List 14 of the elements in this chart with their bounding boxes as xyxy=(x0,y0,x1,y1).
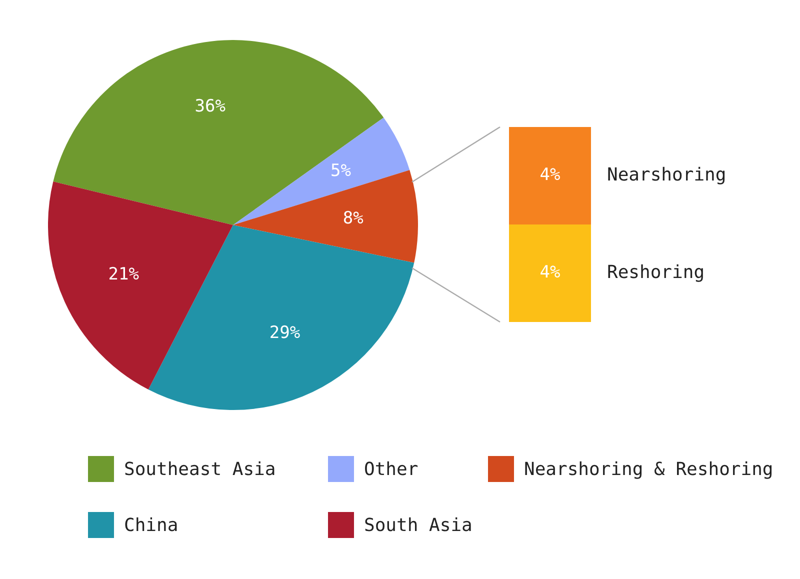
legend-label: Nearshoring & Reshoring xyxy=(524,458,774,480)
legend-label: Other xyxy=(364,458,418,480)
data-label: 21% xyxy=(108,264,140,284)
data-label: 29% xyxy=(269,322,300,343)
data-label: 8% xyxy=(342,208,364,229)
legend-label: China xyxy=(124,514,178,536)
series-label: Nearshoring xyxy=(607,164,726,186)
series-label: Reshoring xyxy=(607,262,705,283)
legend-label: Southeast Asia xyxy=(124,458,276,480)
data-label: 36% xyxy=(194,96,226,116)
legend-label: South Asia xyxy=(364,514,472,536)
data-label: 5% xyxy=(330,160,351,181)
data-label: 4% xyxy=(540,262,560,283)
data-label: 4% xyxy=(540,165,560,186)
